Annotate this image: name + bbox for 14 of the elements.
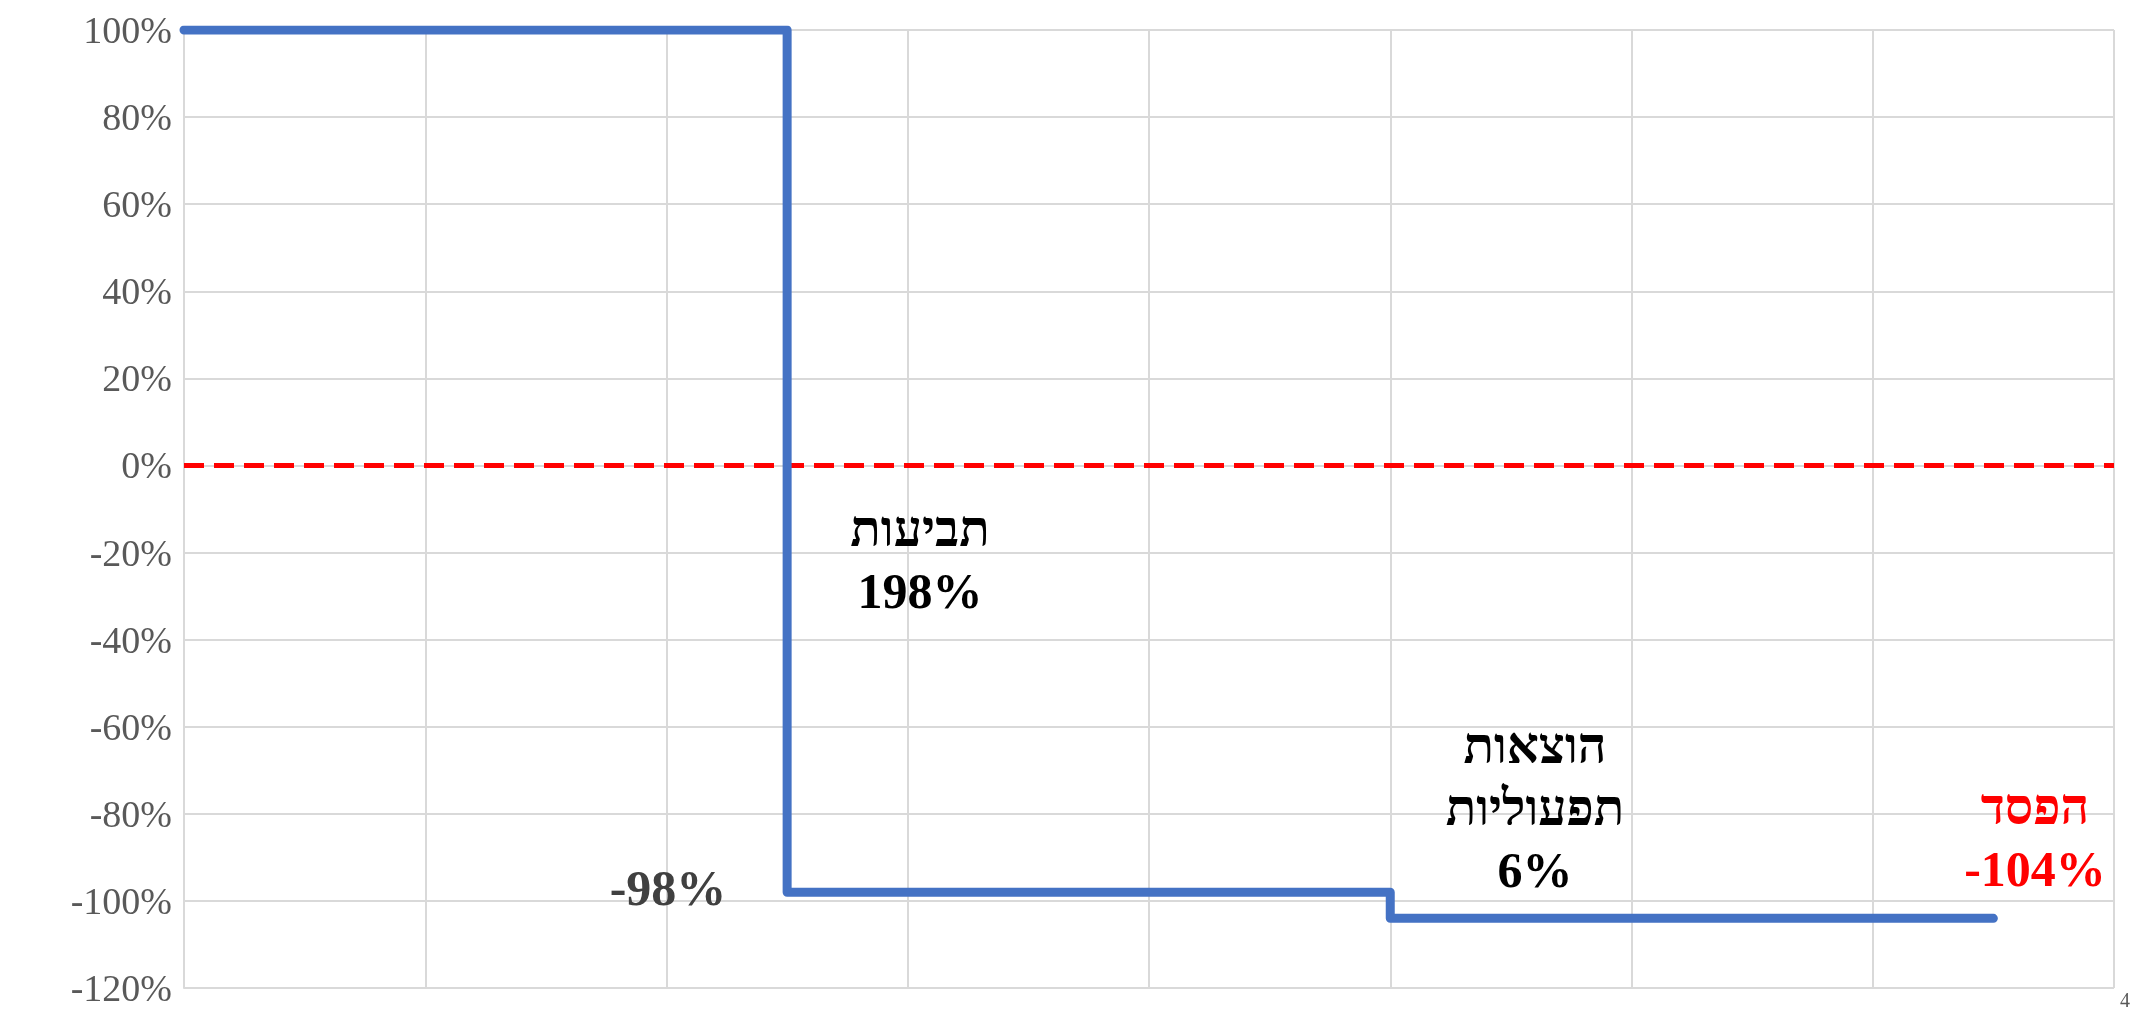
y-tick-label: -60% [89, 705, 172, 748]
text: 4 [2120, 989, 2130, 1011]
y-tick-label: 80% [102, 96, 172, 139]
y-tick-label: 100% [83, 9, 172, 51]
y-tick-label: -80% [89, 792, 172, 835]
y-tick-label: 0% [121, 444, 172, 487]
y-tick-label: -100% [70, 879, 172, 922]
y-tick-label: -40% [89, 618, 172, 661]
y-tick-label: -20% [89, 531, 172, 574]
y-tick-label: -120% [70, 967, 172, 1009]
y-tick-label: 40% [102, 270, 172, 313]
y-tick-label: 60% [102, 183, 172, 226]
annotation: -98% [609, 860, 727, 916]
y-tick-label: 20% [102, 357, 172, 400]
